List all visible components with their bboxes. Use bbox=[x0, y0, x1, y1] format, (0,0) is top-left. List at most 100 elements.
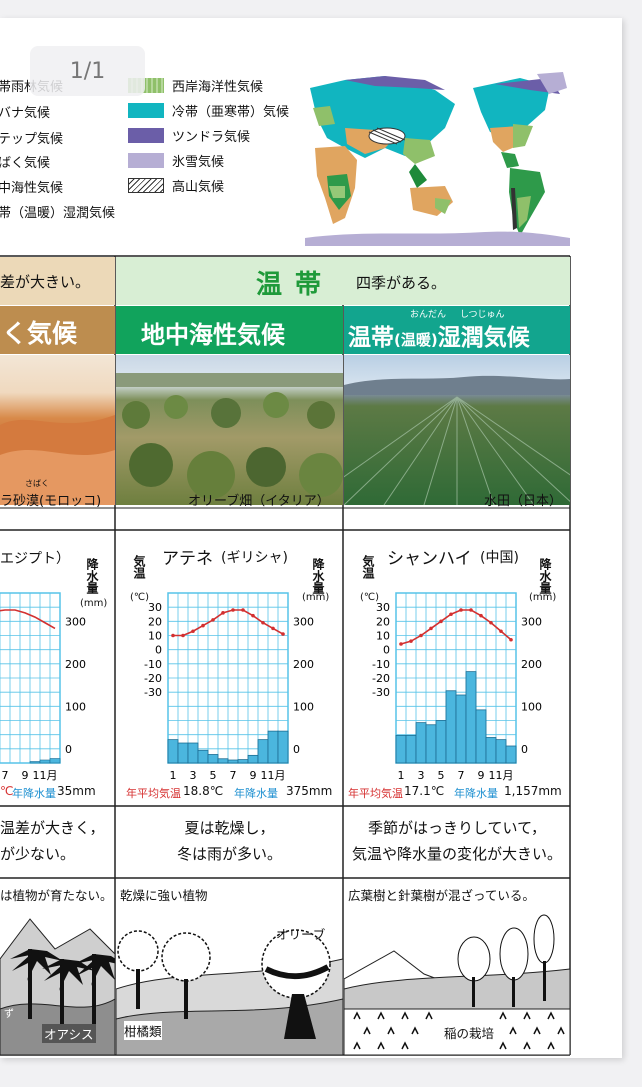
precip-tick-label: 100 bbox=[521, 700, 542, 713]
legend-swatch bbox=[128, 153, 164, 168]
temperature-point bbox=[211, 618, 215, 622]
olive-caption: オリーブ畑（イタリア） bbox=[188, 494, 330, 509]
month-tick-label: 11月 bbox=[33, 769, 58, 782]
month-tick-label: 1 bbox=[398, 769, 405, 782]
precip-tick-label: 0 bbox=[65, 743, 72, 756]
precip-bar bbox=[39, 759, 51, 764]
shanghai-climograph: 気温 (℃) シャンハイ (中国) 降水量 (mm) 30 20 10 0 -10 -20… bbox=[344, 530, 570, 806]
temp-tick-label: -10 bbox=[372, 658, 390, 671]
desert-climate-label: く気候 bbox=[0, 306, 115, 354]
temp-tick-label: 30 bbox=[376, 601, 390, 614]
temperature-point bbox=[201, 623, 205, 628]
precip-bar bbox=[247, 754, 259, 764]
olive-label: オリーブ bbox=[276, 927, 326, 942]
precip-tick-label: 100 bbox=[65, 700, 86, 713]
temp-tick-label: 30 bbox=[148, 601, 162, 614]
legend-item-highland: 高山気候 bbox=[128, 176, 224, 195]
precip-bar bbox=[49, 758, 61, 764]
month-tick-label: 7 bbox=[230, 769, 237, 782]
month-tick-label: 11月 bbox=[489, 769, 514, 782]
temp-tick-label: -30 bbox=[144, 686, 162, 699]
citrus-label: 柑橘類 bbox=[124, 1021, 162, 1040]
month-tick-label: 5 bbox=[210, 769, 217, 782]
precip-tick-label: 300 bbox=[293, 615, 314, 628]
temperature-point bbox=[499, 629, 503, 634]
precip-bar bbox=[435, 720, 447, 764]
athens-annual-temp: 18.8℃ bbox=[183, 784, 224, 798]
athens-climograph: 気温 (℃) アテネ (ギリシャ) 降水量 (mm) 30 20 10 0 -10 -20… bbox=[116, 530, 343, 806]
temperature-point bbox=[399, 642, 403, 646]
humid-vegetation: 広葉樹と針葉樹が混ざっている。 稲の栽培 bbox=[344, 879, 570, 1055]
legend-swatch bbox=[128, 128, 164, 143]
month-tick-label: 9 bbox=[250, 769, 257, 782]
athens-annual-precip: 375mm bbox=[286, 784, 333, 798]
precip-bar bbox=[177, 742, 189, 764]
athens-city: アテネ bbox=[162, 549, 213, 569]
temperature-point bbox=[509, 637, 513, 642]
temperature-point bbox=[459, 608, 463, 612]
mediterranean-vegetation: 乾燥に強い植物 オリーブ 柑橘類 bbox=[116, 879, 343, 1055]
precip-bar bbox=[405, 734, 417, 764]
oasis-label: オアシス bbox=[42, 1024, 96, 1043]
precip-bar bbox=[425, 724, 437, 764]
temperature-point bbox=[469, 608, 473, 612]
legend-swatch bbox=[128, 103, 164, 118]
temp-tick-label: -30 bbox=[372, 686, 390, 699]
temp-tick-label: 0 bbox=[155, 644, 162, 657]
olive-citrus-illustration bbox=[116, 929, 343, 1055]
precip-bar bbox=[227, 759, 239, 764]
temp-tick-label: -20 bbox=[372, 672, 390, 685]
humid-description: 季節がはっきりしていて， 気温や降水量の変化が大きい。 bbox=[351, 819, 562, 863]
legend-item-tundra: ツンドラ気候 bbox=[128, 126, 250, 145]
temperature-point bbox=[449, 612, 453, 617]
legend-item: ばく気候 bbox=[0, 156, 51, 171]
precip-bar bbox=[455, 694, 467, 764]
precip-bar bbox=[445, 690, 457, 764]
world-climate-map bbox=[305, 68, 570, 246]
month-tick-label: 3 bbox=[418, 769, 425, 782]
precip-bar bbox=[207, 754, 219, 764]
temperature-point bbox=[221, 611, 225, 615]
temperature-line bbox=[400, 609, 512, 645]
precip-bar bbox=[495, 739, 507, 764]
temp-tick-label: 10 bbox=[148, 630, 162, 643]
precip-tick-label: 100 bbox=[293, 700, 314, 713]
month-tick-label: 3 bbox=[190, 769, 197, 782]
temp-tick-label: 20 bbox=[148, 615, 162, 628]
olive-trees bbox=[116, 373, 343, 499]
precip-bar bbox=[485, 737, 497, 764]
legend-item-ice: 氷雪気候 bbox=[128, 151, 224, 170]
temp-tick-label: 0 bbox=[383, 644, 390, 657]
precip-tick-label: 200 bbox=[521, 658, 542, 671]
month-tick-label: 9 bbox=[478, 769, 485, 782]
precip-bar bbox=[267, 730, 279, 764]
table-grid bbox=[0, 255, 571, 1056]
rice-paddy-photo bbox=[344, 355, 570, 505]
precip-bar bbox=[167, 739, 179, 764]
shanghai-city: シャンハイ bbox=[387, 549, 472, 569]
temperature-point bbox=[429, 626, 433, 631]
mediterranean-description: 夏は乾燥し， 冬は雨が多い。 bbox=[176, 819, 282, 863]
temperature-point bbox=[281, 632, 285, 636]
temperature-point bbox=[409, 639, 413, 643]
dune-shapes bbox=[0, 415, 115, 505]
legend-item: 帯（温暖）湿潤気候 bbox=[0, 206, 116, 221]
precip-bar bbox=[237, 759, 249, 764]
temp-tick-label: -20 bbox=[144, 672, 162, 685]
mediterranean-climate-label: 地中海性気候 bbox=[116, 306, 343, 354]
month-tick-label: 5 bbox=[438, 769, 445, 782]
temperature-point bbox=[251, 613, 255, 618]
desert-climograph: エジプト） 降水量 (mm) 300 200 100 0 7 9 11月 ℃ 年降水量 35… bbox=[0, 530, 115, 806]
rice-label: 稲の栽培 bbox=[444, 1023, 495, 1042]
desert-vegetation: は植物が育たない。 ず オアシス bbox=[0, 879, 115, 1055]
forest-rice-illustration bbox=[344, 914, 570, 1055]
temperature-point bbox=[241, 608, 245, 612]
precip-tick-label: 200 bbox=[293, 658, 314, 671]
precip-bar bbox=[505, 745, 517, 764]
legend-item: 中海性気候 bbox=[0, 181, 64, 196]
desert-description: 温差が大きく， が少ない。 bbox=[0, 819, 105, 863]
desert-chart-svg: 300 200 100 0 7 9 11月 bbox=[0, 592, 86, 782]
temperature-point bbox=[439, 619, 443, 624]
temperature-point bbox=[191, 629, 195, 634]
